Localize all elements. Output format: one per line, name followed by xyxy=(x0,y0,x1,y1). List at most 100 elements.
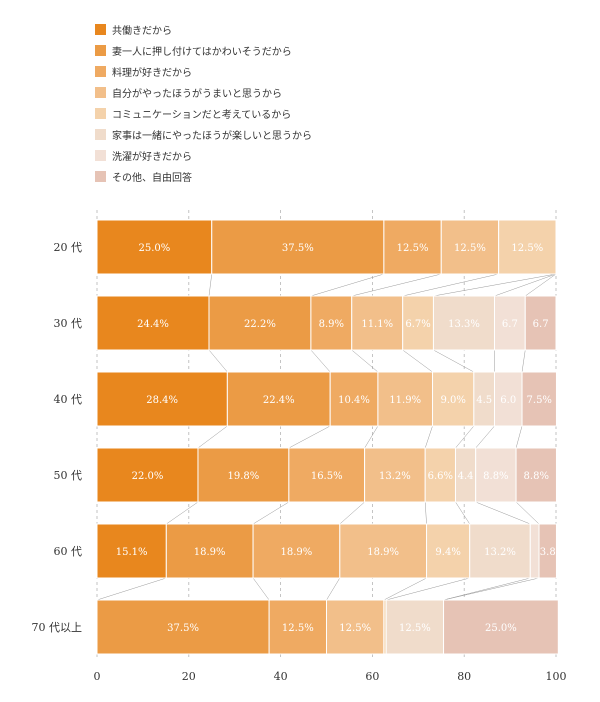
gridlines xyxy=(96,210,557,660)
bar-segment xyxy=(96,295,210,351)
bar-segment xyxy=(515,447,557,503)
bar-segment xyxy=(208,295,312,351)
legend-item: コミュニケーションだと考えているから xyxy=(95,103,312,124)
bar-segment xyxy=(326,599,385,655)
legend-swatch xyxy=(95,108,106,119)
data-label: 6.6% xyxy=(428,471,453,482)
category-label: 20 代 xyxy=(54,241,83,254)
connector-line xyxy=(364,425,379,449)
connector-line xyxy=(310,273,384,297)
bar-segment xyxy=(385,599,445,655)
legend-label: コミュニケーションだと考えているから xyxy=(112,110,292,121)
legend-label: 洗濯が好きだから xyxy=(112,152,192,163)
legend-label: 料理が好きだから xyxy=(112,68,192,79)
connector-lines xyxy=(96,273,557,601)
bar-segment xyxy=(493,371,523,427)
connector-line xyxy=(310,349,331,373)
bar-segment xyxy=(498,219,557,275)
bar-segment xyxy=(96,447,199,503)
bar-segment xyxy=(165,523,254,579)
bar-segment xyxy=(96,523,167,579)
data-label: 24.4% xyxy=(137,319,169,330)
data-label: 18.9% xyxy=(194,547,226,558)
bar-segment xyxy=(351,295,404,351)
data-label: 6.7% xyxy=(405,319,430,330)
data-label: 22.2% xyxy=(244,319,276,330)
bar-segment xyxy=(432,295,495,351)
data-label: 18.9% xyxy=(281,547,313,558)
legend-item: 共働きだから xyxy=(95,19,312,40)
legend-swatch xyxy=(95,66,106,77)
legend-swatch xyxy=(95,87,106,98)
connector-line xyxy=(96,577,167,601)
bar-segment xyxy=(424,447,456,503)
data-label: 12.5% xyxy=(511,243,543,254)
connector-line xyxy=(252,501,289,525)
category-label: 30 代 xyxy=(54,317,83,330)
bar-segment xyxy=(443,599,559,655)
legend-swatch xyxy=(95,45,106,56)
legend-item: 妻一人に押し付けてはかわいそうだから xyxy=(95,40,312,61)
data-label: 13.2% xyxy=(484,547,516,558)
legend-label: 家事は一緒にやったほうが楽しいと思うから xyxy=(112,131,312,142)
connector-line xyxy=(351,349,379,373)
x-tick-label: 80 xyxy=(457,670,471,683)
legend: 共働きだから妻一人に押し付けてはかわいそうだから 料理が好きだから自分がやったほう… xyxy=(95,19,312,187)
connector-line xyxy=(443,577,540,601)
data-label: 28.4% xyxy=(146,395,178,406)
bar-segment xyxy=(524,295,557,351)
data-label: 12.5% xyxy=(339,623,371,634)
bar-segment xyxy=(538,523,557,579)
data-label: 12.5% xyxy=(397,243,429,254)
bar-segment xyxy=(310,295,353,351)
connector-line xyxy=(252,577,270,601)
legend-item: 自分がやったほうがうまいと思うから xyxy=(95,82,312,103)
bar-segment xyxy=(469,523,531,579)
data-label: 25.0% xyxy=(138,243,170,254)
data-label: 12.5% xyxy=(282,623,314,634)
bar-segment xyxy=(288,447,366,503)
data-label: 6.7 xyxy=(533,319,549,330)
data-label: 8.8% xyxy=(483,471,508,482)
connector-line xyxy=(402,273,499,297)
data-label: 8.8% xyxy=(524,471,549,482)
bar-segment xyxy=(96,219,213,275)
data-label: 11.1% xyxy=(361,319,393,330)
legend-swatch xyxy=(95,24,106,35)
connector-line xyxy=(424,501,427,525)
connector-line xyxy=(339,501,365,525)
data-label: 12.5% xyxy=(454,243,486,254)
legend-item: その他、自由回答 xyxy=(95,166,312,187)
legend-item: 料理が好きだから xyxy=(95,61,312,82)
legend-label: その他、自由回答 xyxy=(112,173,192,184)
data-label: 4.5 xyxy=(476,395,492,406)
category-label: 70 代以上 xyxy=(32,621,83,634)
legend-item: 洗濯が好きだから xyxy=(95,145,312,166)
data-label: 11.9% xyxy=(389,395,421,406)
legend-swatch xyxy=(95,171,106,182)
data-label: 8.9% xyxy=(319,319,344,330)
connector-line xyxy=(402,349,433,373)
connector-line xyxy=(455,425,475,449)
connector-line xyxy=(433,273,557,297)
connector-line xyxy=(443,577,531,601)
data-label: 16.5% xyxy=(311,471,343,482)
data-label: 15.1% xyxy=(116,547,148,558)
connector-line xyxy=(433,349,474,373)
x-tick-label: 0 xyxy=(94,670,101,683)
bar-segment xyxy=(383,219,442,275)
legend-label: 自分がやったほうがうまいと思うから xyxy=(112,89,282,100)
bar-segment xyxy=(529,523,540,579)
connector-line xyxy=(515,501,540,525)
bar-segment xyxy=(96,371,228,427)
connector-line xyxy=(383,577,427,601)
connector-line xyxy=(208,273,212,297)
data-label: 22.0% xyxy=(132,471,164,482)
data-label: 18.9% xyxy=(367,547,399,558)
data-label: 3.8 xyxy=(540,547,556,558)
data-label: 7.5% xyxy=(527,395,552,406)
data-label: 25.0% xyxy=(485,623,517,634)
legend-label: 妻一人に押し付けてはかわいそうだから xyxy=(112,47,292,58)
connector-line xyxy=(424,425,433,449)
x-tick-label: 100 xyxy=(546,670,567,683)
